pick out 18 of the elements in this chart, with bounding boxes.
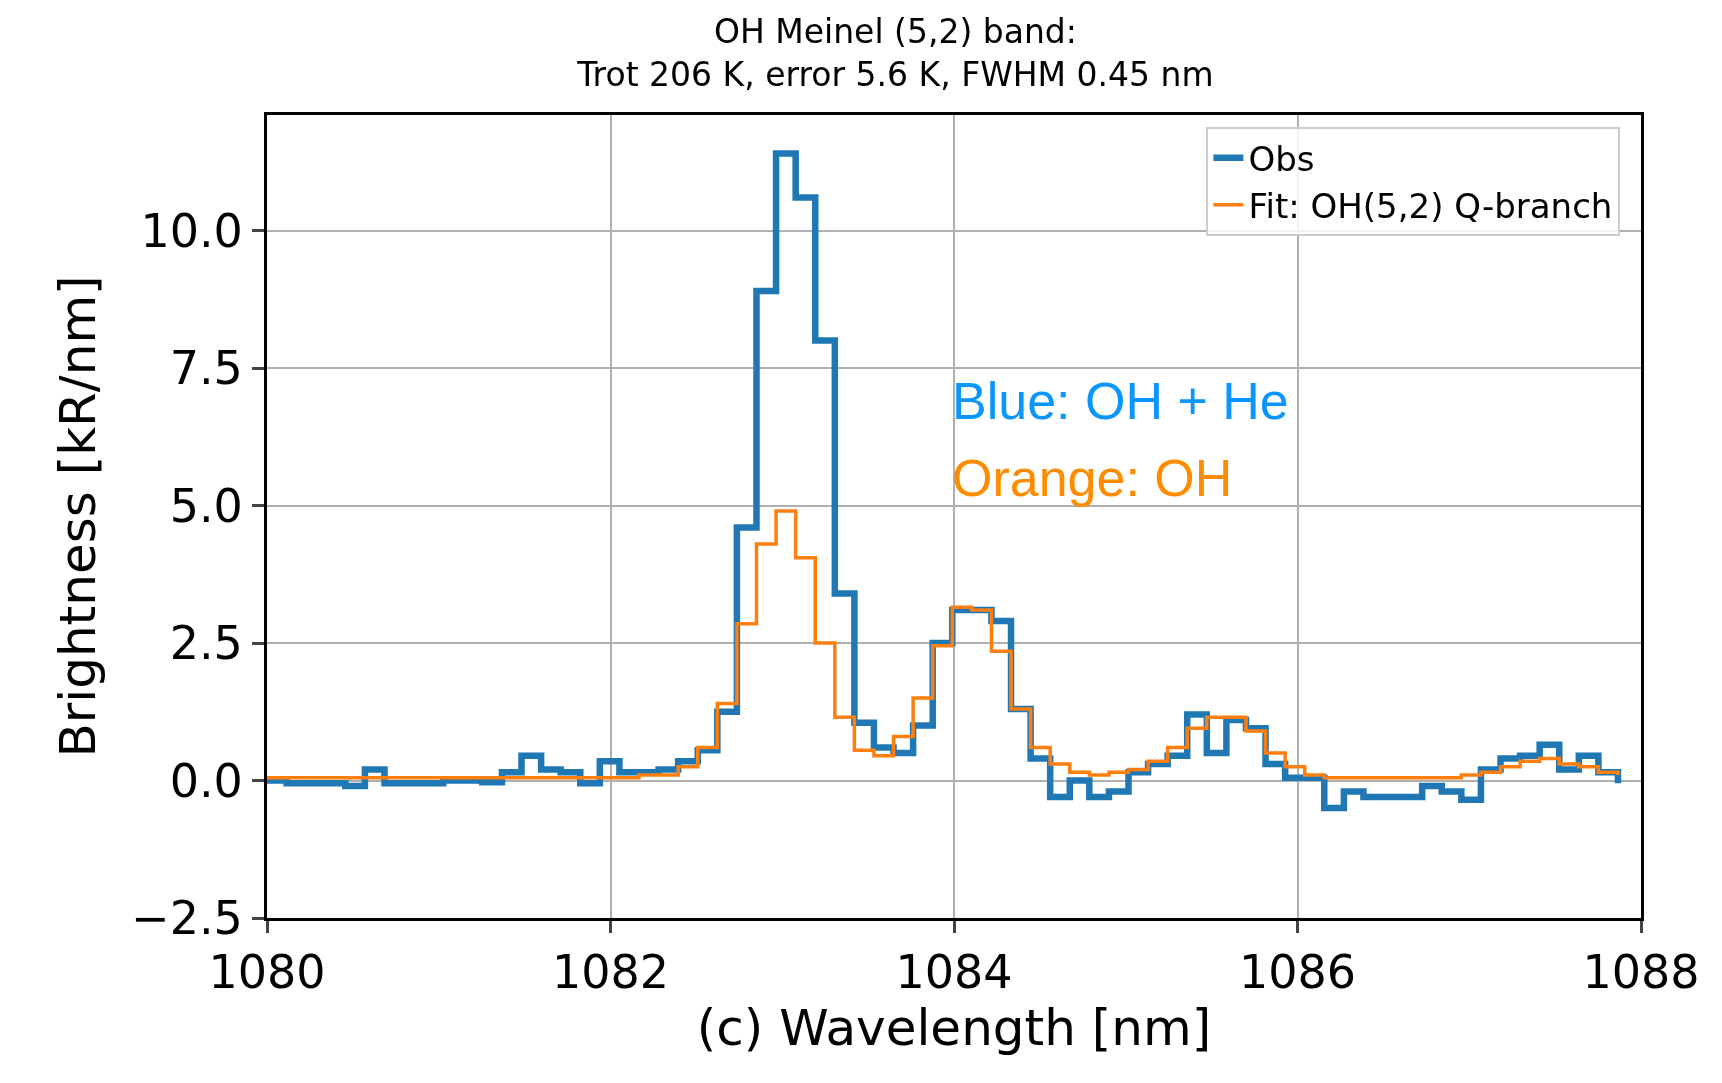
y-tick-label: 2.5 — [169, 616, 243, 671]
x-tick-label: 1082 — [551, 945, 670, 1000]
y-tick-label: −2.5 — [131, 891, 243, 946]
x-tick-label: 1080 — [208, 945, 326, 1000]
y-tick-label: 7.5 — [169, 341, 243, 396]
chart-title: OH Meinel (5,2) band: Trot 206 K, error 5.6 K, FWHM 0.45 nm — [576, 12, 1214, 95]
y-tick-label: 5.0 — [169, 478, 243, 533]
x-tick-label: 1086 — [1238, 945, 1357, 1000]
legend-label: Fit: OH(5,2) Q-branch — [1248, 186, 1613, 227]
x-tick-label: 1088 — [1582, 945, 1700, 1000]
y-tick-label: 10.0 — [140, 203, 243, 258]
y-tick-label: 0.0 — [169, 753, 243, 808]
legend-label: Obs — [1248, 138, 1315, 179]
annotation: Orange: OH — [952, 449, 1233, 507]
y-axis-title: Brightness [kR/nm] — [49, 275, 108, 758]
x-tick-label: 1084 — [895, 945, 1013, 1000]
annotation: Blue: OH + He — [952, 372, 1289, 430]
x-axis-title: (c) Wavelength [nm] — [696, 999, 1212, 1058]
